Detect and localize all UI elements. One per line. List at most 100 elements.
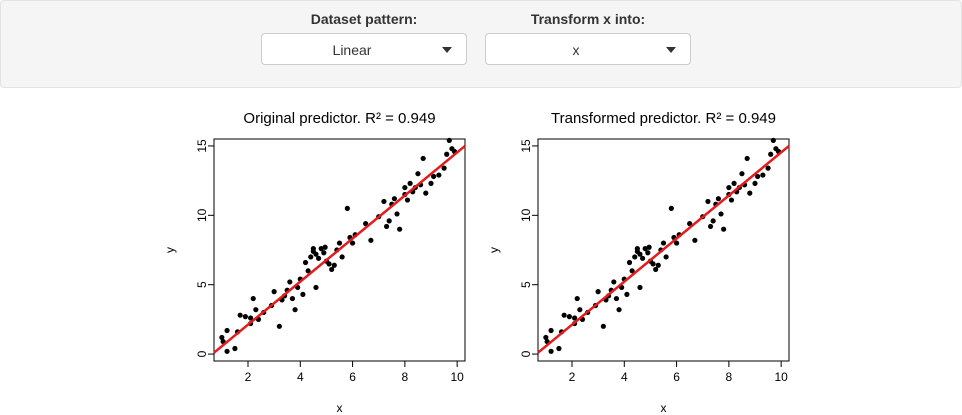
x-axis-label: x — [337, 401, 343, 415]
data-point — [613, 295, 620, 302]
data-point — [224, 327, 230, 334]
y-tick-label: 0 — [519, 350, 533, 357]
y-tick-label: 15 — [519, 139, 533, 153]
data-point — [402, 184, 408, 191]
data-point — [339, 254, 345, 260]
data-point — [574, 295, 580, 302]
data-point — [446, 137, 452, 143]
data-point — [731, 180, 737, 186]
data-point — [744, 155, 750, 162]
data-point — [242, 314, 248, 320]
data-point — [653, 266, 659, 273]
x-tick-label: 4 — [297, 370, 304, 384]
data-point — [673, 240, 680, 246]
data-point — [726, 184, 732, 191]
data-point — [616, 307, 622, 313]
x-tick-label: 6 — [349, 370, 356, 384]
data-point — [253, 307, 259, 313]
data-point — [349, 240, 356, 246]
data-point — [313, 284, 319, 291]
data-point — [237, 312, 243, 318]
data-point — [765, 165, 771, 171]
data-point — [721, 226, 727, 232]
data-point — [566, 314, 572, 320]
data-point — [321, 250, 327, 256]
data-point — [600, 323, 606, 329]
data-point — [739, 171, 745, 177]
data-point — [391, 196, 398, 202]
data-point — [728, 197, 735, 203]
data-point — [329, 266, 335, 273]
data-point — [407, 180, 413, 186]
data-point — [300, 291, 306, 297]
data-point — [629, 268, 635, 274]
regression-line — [213, 144, 466, 354]
x-tick-label: 4 — [621, 370, 628, 384]
y-tick-label: 0 — [195, 350, 209, 357]
data-point — [441, 165, 447, 171]
dataset-pattern-label: Dataset pattern: — [310, 11, 418, 27]
data-point — [687, 221, 693, 227]
data-point — [637, 284, 643, 291]
data-point — [595, 289, 601, 295]
original-predictor-chart: Original predictor. R² = 0.949 2 4 6 8 10 0 5 10… — [163, 110, 466, 415]
data-point — [718, 211, 724, 217]
data-point — [428, 180, 434, 186]
data-point — [276, 323, 282, 329]
data-point — [444, 151, 450, 157]
data-point — [561, 312, 567, 318]
data-point — [634, 246, 640, 252]
y-tick-label: 5 — [195, 281, 209, 288]
data-point — [707, 223, 714, 230]
data-point — [289, 295, 296, 302]
data-point — [543, 334, 549, 341]
data-point — [308, 254, 314, 260]
data-point — [420, 155, 426, 162]
data-point — [248, 315, 254, 321]
y-tick-label: 5 — [519, 281, 533, 288]
data-point — [315, 255, 322, 261]
data-point — [344, 205, 350, 211]
data-point — [232, 345, 238, 352]
x-tick-label: 2 — [569, 370, 576, 384]
transform-x-select[interactable]: x — [485, 33, 691, 65]
caret-down-icon — [666, 47, 676, 53]
data-point — [305, 268, 311, 274]
data-point — [642, 246, 648, 252]
dataset-pattern-value: Linear — [332, 42, 372, 58]
data-point — [639, 255, 646, 261]
data-point — [760, 172, 766, 178]
data-point — [287, 279, 293, 285]
data-point — [752, 180, 758, 186]
data-point — [646, 244, 652, 250]
data-point — [572, 315, 578, 321]
y-axis-label: y — [487, 247, 501, 253]
x-axis-label: x — [661, 401, 667, 415]
data-point — [650, 261, 656, 267]
y-tick-label: 10 — [519, 208, 533, 222]
data-point — [705, 198, 711, 205]
x-tick-label: 8 — [402, 370, 409, 384]
data-point — [381, 198, 387, 205]
data-point — [363, 221, 369, 227]
y-axis-label: y — [163, 247, 177, 253]
data-point — [423, 190, 429, 196]
chart-title: Transformed predictor. R² = 0.949 — [551, 110, 776, 127]
data-point — [768, 151, 774, 157]
data-point — [271, 289, 277, 295]
data-point — [663, 254, 669, 260]
data-point — [548, 348, 554, 354]
data-point — [645, 250, 651, 256]
y-tick-label: 10 — [195, 208, 209, 222]
dataset-pattern-select[interactable]: Linear — [261, 33, 467, 65]
x-tick-label: 6 — [673, 370, 680, 384]
data-point — [710, 218, 716, 224]
data-point — [336, 240, 343, 246]
data-point — [292, 307, 298, 313]
data-point — [668, 205, 674, 211]
data-point — [415, 171, 421, 177]
data-point — [715, 196, 722, 202]
data-point — [302, 259, 309, 266]
data-point — [624, 291, 630, 297]
data-point — [224, 348, 230, 354]
